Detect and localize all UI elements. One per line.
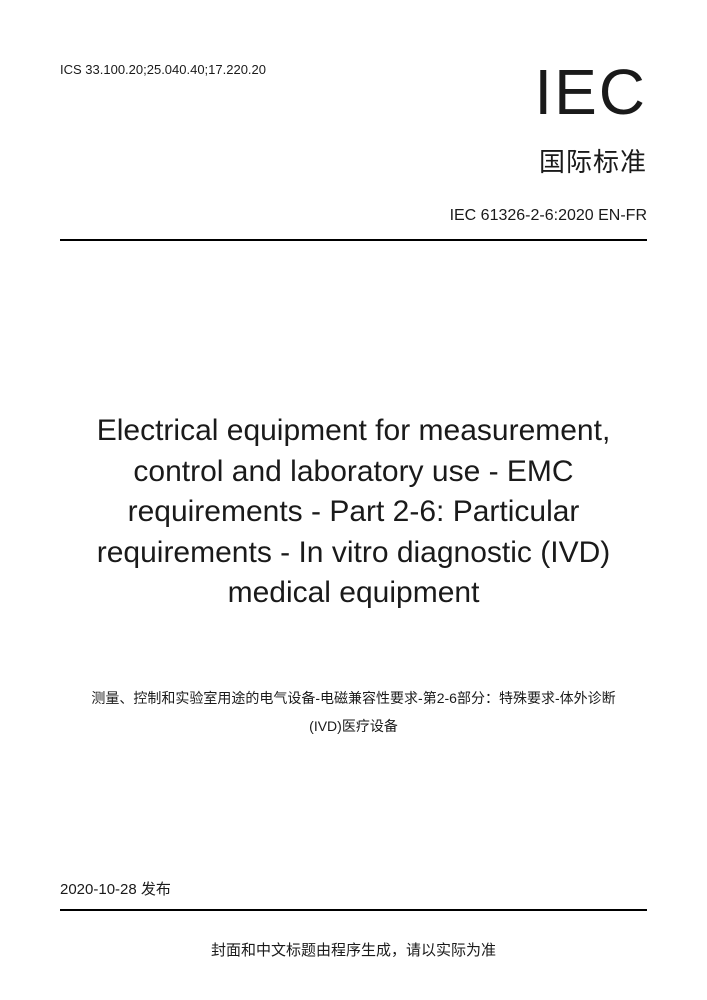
top-rule — [60, 239, 647, 241]
logo-block: IEC 国际标准 — [534, 60, 647, 179]
iec-logo: IEC — [534, 60, 647, 124]
disclaimer-text: 封面和中文标题由程序生成，请以实际为准 — [60, 939, 647, 960]
standard-number: IEC 61326-2-6:2020 EN-FR — [60, 207, 647, 225]
title-chinese: 测量、控制和实验室用途的电气设备-电磁兼容性要求-第2-6部分：特殊要求-体外诊… — [60, 684, 647, 740]
bottom-rule — [60, 909, 647, 911]
ics-code: ICS 33.100.20;25.040.40;17.220.20 — [60, 62, 266, 77]
title-english: Electrical equipment for measurement, co… — [60, 411, 647, 614]
publication-date: 2020-10-28 发布 — [60, 878, 647, 899]
logo-subtitle: 国际标准 — [534, 142, 647, 179]
header-row: ICS 33.100.20;25.040.40;17.220.20 IEC 国际… — [60, 60, 647, 179]
footer-block: 2020-10-28 发布 封面和中文标题由程序生成，请以实际为准 — [60, 878, 647, 960]
